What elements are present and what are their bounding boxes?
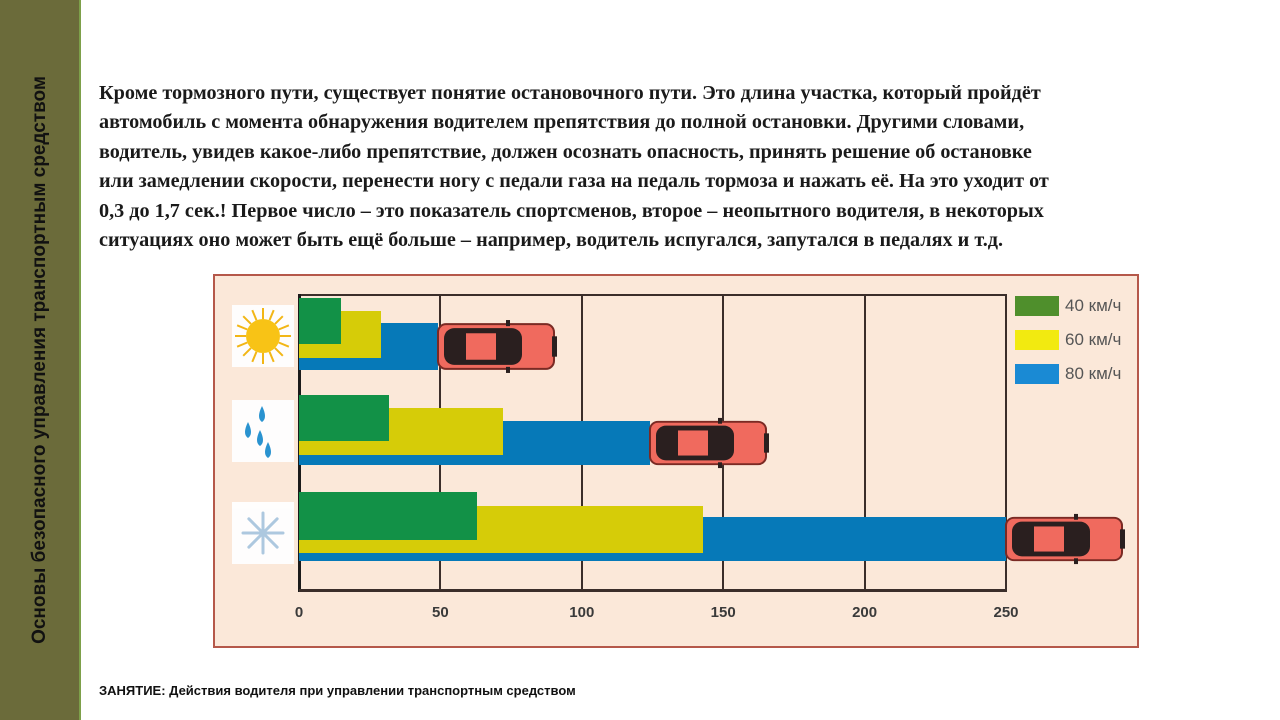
- bar-40-км-ч: [299, 395, 390, 441]
- legend-label: 80 км/ч: [1065, 364, 1122, 383]
- car-icon: [648, 416, 772, 470]
- intro-paragraph: Кроме тормозного пути, существует поняти…: [99, 79, 1239, 255]
- legend-swatch: [1015, 330, 1059, 350]
- sidebar-title: Основы безопасного управления транспортн…: [29, 76, 50, 644]
- paragraph-line: водитель, увидев какое-либо препятствие,…: [99, 140, 1032, 163]
- x-tick-label: 100: [569, 604, 595, 621]
- x-tick-label: 250: [993, 604, 1019, 621]
- plot-top-line: [299, 294, 1006, 296]
- legend-label: 60 км/ч: [1065, 330, 1122, 349]
- car-icon: [436, 318, 560, 375]
- gridline: [863, 294, 866, 589]
- car-icon: [1004, 512, 1128, 566]
- raindrops-icon: [232, 400, 294, 462]
- paragraph-line: ситуациях оно может быть ещё больше – на…: [99, 229, 1004, 252]
- x-tick-label: 0: [294, 604, 304, 621]
- x-axis: [299, 589, 1007, 592]
- x-tick-label: 50: [432, 604, 449, 621]
- sun-icon: [232, 305, 294, 367]
- legend-swatch: [1015, 296, 1059, 316]
- chart-plot-area: 0 50 100 150 200 250 40 км/ч 60 км/ч 80 км/ч: [215, 276, 1137, 646]
- x-tick-label: 200: [852, 604, 878, 621]
- footer-lesson-title: ЗАНЯТИЕ: Действия водителя при управлени…: [99, 683, 576, 698]
- legend-label: 40 км/ч: [1065, 296, 1122, 315]
- legend-swatch: [1015, 364, 1059, 384]
- x-tick-label: 150: [710, 604, 736, 621]
- paragraph-line: 0,3 до 1,7 сек.! Первое число – это пока…: [99, 199, 1044, 222]
- bar-40-км-ч: [299, 298, 342, 344]
- paragraph-line: или замедлении скорости, перенести ногу …: [99, 170, 1049, 193]
- bar-40-км-ч: [299, 492, 478, 540]
- stopping-distance-chart: 0 50 100 150 200 250 40 км/ч 60 км/ч 80 км/ч: [213, 274, 1139, 648]
- legend-item: 40 км/ч: [1015, 296, 1121, 316]
- snowflake-icon: [232, 502, 294, 564]
- paragraph-line: автомобиль с момента обнаружения водител…: [99, 111, 1025, 134]
- paragraph-line: Кроме тормозного пути, существует поняти…: [99, 82, 1041, 104]
- gridline: [1005, 294, 1007, 589]
- sidebar: Основы безопасного управления транспортн…: [0, 0, 81, 720]
- legend-item: 60 км/ч: [1015, 330, 1121, 350]
- legend-item: 80 км/ч: [1015, 364, 1121, 384]
